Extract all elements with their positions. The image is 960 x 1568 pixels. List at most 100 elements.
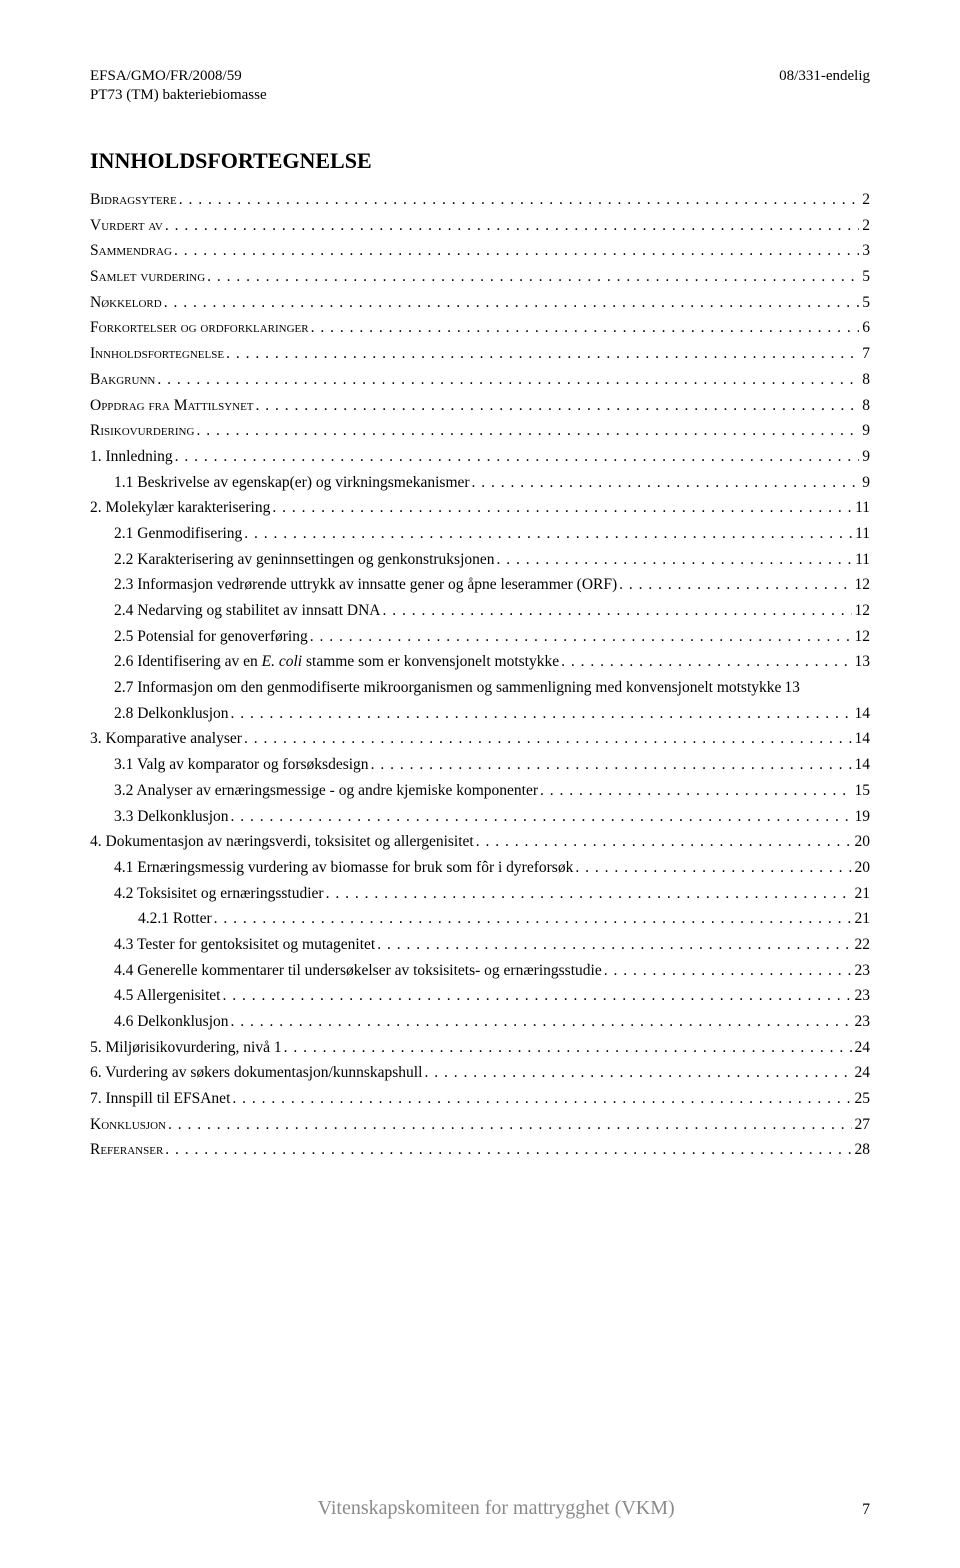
toc-entry-label: 4. Dokumentasjon av næringsverdi, toksis…: [90, 834, 474, 850]
toc-entry-page: 20: [852, 834, 871, 850]
toc-entry-leader: [242, 526, 852, 542]
toc-entry-leader: [163, 218, 859, 234]
toc-entry-page: 11: [852, 526, 870, 542]
toc-entry-label: Oppdrag fra Mattilsynet: [90, 398, 254, 414]
toc-entry: 3. Komparative analyser 14: [90, 731, 870, 747]
toc-entry: 4.2.1 Rotter21: [138, 911, 870, 927]
toc-entry-label: 2.4 Nedarving og stabilitet av innsatt D…: [114, 603, 380, 619]
toc-entry: Samlet vurdering 5: [90, 269, 870, 285]
toc-entry-leader: [212, 911, 852, 927]
toc-entry-page: 21: [852, 886, 871, 902]
toc-entry: Sammendrag3: [90, 243, 870, 259]
toc-entry-label: Bidragsytere: [90, 192, 177, 208]
toc-entry-page: 13: [852, 654, 871, 670]
toc-entry-page: 8: [859, 398, 870, 414]
toc-entry-leader: [369, 757, 852, 773]
toc-entry-page: 12: [852, 629, 871, 645]
toc-entry: 4.5 Allergenisitet23: [114, 988, 870, 1004]
toc-entry-label: 4.1 Ernæringsmessig vurdering av biomass…: [114, 860, 573, 876]
toc-entry: 2.4 Nedarving og stabilitet av innsatt D…: [114, 603, 870, 619]
toc-entry-label: 4.6 Delkonklusjon: [114, 1014, 229, 1030]
toc-entry-label: Forkortelser og ordforklaringer: [90, 320, 309, 336]
toc-entry-leader: [375, 937, 851, 953]
toc-entry-label: 7. Innspill til EFSAnet: [90, 1091, 230, 1107]
toc-entry: Referanser28: [90, 1142, 870, 1158]
toc-entry-leader: [162, 295, 860, 311]
toc-entry-label: 3.3 Delkonklusjon: [114, 809, 229, 825]
toc-entry-label: 4.2.1 Rotter: [138, 911, 212, 927]
toc-entry-label: 4.5 Allergenisitet: [114, 988, 220, 1004]
toc-entry-page: 5: [859, 269, 870, 285]
header-right-1: 08/331-endelig: [779, 68, 870, 85]
toc-entry: 5. Miljørisikovurdering, nivå 124: [90, 1040, 870, 1056]
toc-entry-leader: [380, 603, 851, 619]
toc-entry-page: 23: [852, 1014, 871, 1030]
toc-entry-leader: [230, 1091, 851, 1107]
toc-entry-label: Bakgrunn: [90, 372, 155, 388]
footer-center: Vitenskapskomiteen for mattrygghet (VKM): [130, 1497, 862, 1520]
toc-entry-label: Nøkkelord: [90, 295, 162, 311]
toc-entry: 4.2 Toksisitet og ernæringsstudier 21: [114, 886, 870, 902]
toc-entry-leader: [254, 398, 860, 414]
toc-entry: 3.2 Analyser av ernæringsmessige - og an…: [114, 783, 870, 799]
toc-entry: 4. Dokumentasjon av næringsverdi, toksis…: [90, 834, 870, 850]
toc-entry: 4.1 Ernæringsmessig vurdering av biomass…: [114, 860, 870, 876]
toc-entry-page: 7: [859, 346, 870, 362]
toc-entry: 2.1 Genmodifisering 11: [114, 526, 870, 542]
header-left-2: PT73 (TM) bakteriebiomasse: [90, 87, 870, 104]
toc-entry: 2.5 Potensial for genoverføring12: [114, 629, 870, 645]
toc-entry-leader: [229, 809, 852, 825]
toc-entry-leader: [177, 192, 860, 208]
toc-entry: Konklusjon27: [90, 1117, 870, 1133]
toc-entry-label: 2.3 Informasjon vedrørende uttrykk av in…: [114, 577, 617, 593]
toc-entry: 4.3 Tester for gentoksisitet og mutageni…: [114, 937, 870, 953]
toc-entry-label: Konklusjon: [90, 1117, 166, 1133]
toc-entry-label: 2.1 Genmodifisering: [114, 526, 242, 542]
toc-entry-label: Sammendrag: [90, 243, 172, 259]
toc-entry-page: 9: [859, 475, 870, 491]
toc-entry-page: 14: [852, 706, 871, 722]
toc-entry: Oppdrag fra Mattilsynet 8: [90, 398, 870, 414]
toc-entry-leader: [602, 963, 852, 979]
toc-entry-label: 4.2 Toksisitet og ernæringsstudier: [114, 886, 324, 902]
toc-entry-page: 11: [852, 552, 870, 568]
toc-entry-page: 25: [852, 1091, 871, 1107]
toc-entry-leader: [495, 552, 853, 568]
toc-entry-label: 6. Vurdering av søkers dokumentasjon/kun…: [90, 1065, 422, 1081]
toc-entry-leader: [166, 1117, 852, 1133]
toc-entry-leader: [229, 1014, 852, 1030]
toc-entry: Bidragsytere 2: [90, 192, 870, 208]
toc-entry-page: 20: [852, 860, 871, 876]
toc-entry-page: 23: [852, 963, 871, 979]
toc-entry: 4.4 Generelle kommentarer til undersøkel…: [114, 963, 870, 979]
toc-entry-page: 14: [852, 757, 871, 773]
toc-entry: 2.7 Informasjon om den genmodifiserte mi…: [114, 680, 870, 696]
toc-entry-page: 14: [852, 731, 871, 747]
toc-entry: 1.1 Beskrivelse av egenskap(er) og virkn…: [114, 475, 870, 491]
toc-entry: Forkortelser og ordforklaringer 6: [90, 320, 870, 336]
toc-entry-page: 9: [859, 449, 870, 465]
toc-entry-label: 3.2 Analyser av ernæringsmessige - og an…: [114, 783, 538, 799]
toc-entry-leader: [173, 449, 860, 465]
toc-entry-page: 2: [859, 192, 870, 208]
header-left-1: EFSA/GMO/FR/2008/59: [90, 68, 242, 85]
toc-entry-leader: [324, 886, 852, 902]
toc-entry-leader: [474, 834, 852, 850]
toc-entry-page: 12: [852, 577, 871, 593]
toc-entry-label: Samlet vurdering: [90, 269, 205, 285]
toc-entry-label: 1.1 Beskrivelse av egenskap(er) og virkn…: [114, 475, 470, 491]
toc-entry: 2.2 Karakterisering av geninnsettingen o…: [114, 552, 870, 568]
page-title: INNHOLDSFORTEGNELSE: [90, 148, 870, 174]
toc-entry-page: 6: [859, 320, 870, 336]
toc-entry-page: 15: [852, 783, 871, 799]
toc-entry-page: 13: [781, 680, 800, 696]
toc-entry-leader: [617, 577, 851, 593]
toc-entry-leader: [282, 1040, 852, 1056]
toc-entry-label: 3. Komparative analyser: [90, 731, 242, 747]
toc-entry-leader: [573, 860, 851, 876]
toc-entry-page: 9: [859, 423, 870, 439]
toc-entry-page: 28: [852, 1142, 871, 1158]
page-footer: Vitenskapskomiteen for mattrygghet (VKM)…: [90, 1497, 870, 1520]
toc-entry-leader: [308, 629, 852, 645]
toc-entry-leader: [224, 346, 859, 362]
